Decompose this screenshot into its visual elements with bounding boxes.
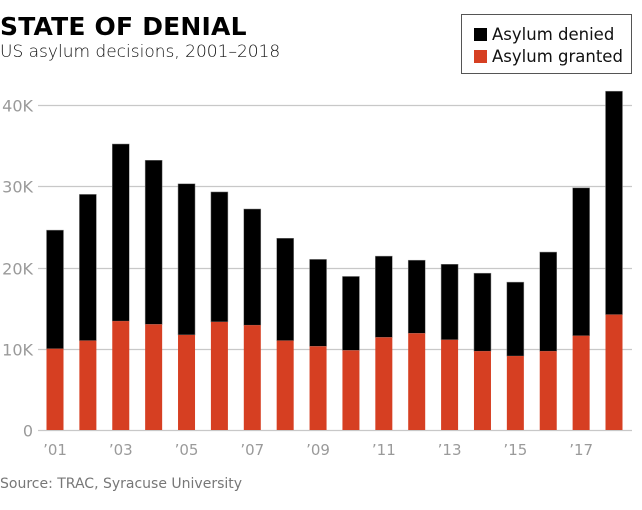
- bar-granted-2012: [408, 333, 426, 430]
- legend: Asylum denied Asylum granted: [461, 14, 632, 74]
- bar-denied-2001: [46, 229, 64, 349]
- x-tick-label: ’01: [43, 441, 67, 459]
- bar-granted-2008: [276, 340, 294, 430]
- bar-granted-2006: [210, 321, 228, 430]
- bar-denied-2015: [506, 281, 525, 357]
- legend-item-granted: Asylum granted: [474, 46, 623, 66]
- x-axis-ticks: ’01 ’03 ’05 ’07 ’09 ’11 ’13 ’15 ’17: [43, 441, 593, 459]
- legend-label-granted: Asylum granted: [492, 46, 623, 66]
- chart-title: STATE OF DENIAL: [0, 12, 247, 41]
- x-tick-label: ’09: [306, 441, 330, 459]
- y-tick-label: 10K: [2, 341, 33, 360]
- legend-label-denied: Asylum denied: [492, 24, 615, 44]
- bar-granted-2004: [145, 324, 163, 430]
- chart-subtitle: US asylum decisions, 2001–2018: [0, 42, 281, 62]
- bar-denied-2004: [144, 160, 163, 325]
- bar-denied-2006: [210, 191, 229, 323]
- bar-denied-2005: [177, 183, 196, 336]
- bar-denied-2010: [342, 276, 360, 351]
- bar-denied-2012: [407, 259, 426, 334]
- bar-granted-2016: [539, 351, 557, 430]
- x-tick-label: ’07: [240, 441, 264, 459]
- x-tick-label: ’03: [109, 441, 133, 459]
- bar-denied-2017: [572, 187, 590, 336]
- y-axis-ticks: 0 10K 20K 30K 40K: [2, 97, 33, 441]
- bar-denied-2009: [309, 259, 327, 347]
- bar-granted-2015: [506, 356, 524, 430]
- bar-granted-2007: [243, 325, 261, 430]
- x-tick-label: ’11: [372, 441, 396, 459]
- bar-granted-2003: [112, 321, 130, 430]
- source-note: Source: TRAC, Syracuse University: [0, 476, 243, 492]
- x-tick-label: ’13: [438, 441, 462, 459]
- bar-denied-2018: [605, 90, 623, 315]
- bar-granted-2018: [605, 314, 623, 430]
- x-tick-label: ’05: [175, 441, 199, 459]
- bar-denied-2016: [539, 251, 557, 352]
- bar-granted-2017: [572, 335, 590, 430]
- bar-denied-2014: [473, 272, 492, 352]
- bar-granted-2010: [342, 350, 360, 430]
- bar-granted-2009: [309, 346, 327, 430]
- legend-swatch-denied: [474, 27, 487, 41]
- y-tick-label: 0: [23, 422, 33, 441]
- bar-granted-2013: [441, 339, 459, 430]
- y-tick-label: 40K: [2, 97, 33, 116]
- bar-granted-2011: [375, 337, 393, 430]
- bar-denied-2011: [375, 255, 393, 338]
- y-tick-label: 30K: [2, 178, 33, 197]
- bar-denied-2013: [440, 264, 459, 341]
- bar-denied-2003: [112, 143, 130, 322]
- bar-granted-2001: [46, 348, 64, 430]
- bars: [46, 90, 623, 430]
- bar-granted-2002: [79, 340, 97, 430]
- bar-granted-2005: [178, 334, 196, 430]
- legend-item-denied: Asylum denied: [474, 24, 614, 44]
- bar-granted-2014: [473, 351, 491, 430]
- bar-denied-2007: [243, 208, 262, 326]
- bar-chart: 0 10K 20K 30K 40K ’01 ’03 ’05 ’07 ’09 ’11 ’13 ’15 ’1…: [2, 90, 632, 459]
- x-tick-label: ’17: [569, 441, 593, 459]
- x-tick-label: ’15: [503, 441, 527, 459]
- y-tick-label: 20K: [2, 260, 33, 279]
- legend-swatch-granted: [474, 49, 487, 63]
- gridlines: [38, 104, 632, 432]
- bar-denied-2002: [79, 194, 97, 341]
- bar-denied-2008: [276, 238, 294, 341]
